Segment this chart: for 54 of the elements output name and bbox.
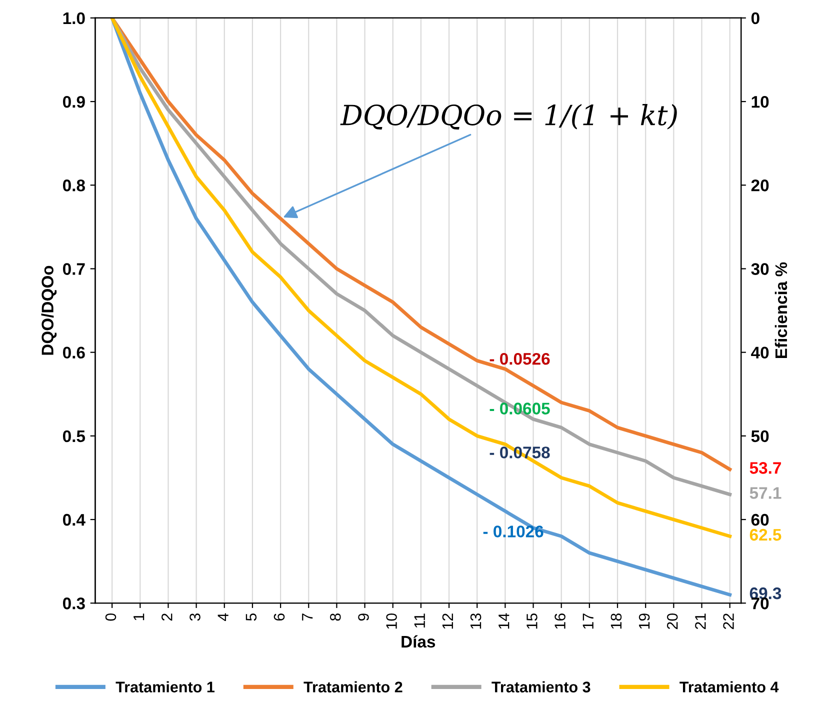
legend-label: Tratamiento 1: [116, 681, 214, 692]
y-tick-label: 0.9: [62, 96, 85, 108]
x-tick-label: 12: [442, 614, 453, 629]
x-tick-label: 2: [162, 614, 172, 621]
x-tick-label: 20: [666, 613, 678, 630]
annotation: DQO/DQOo = 1/(1 + kt): [340, 104, 677, 130]
x-tick-label: 21: [695, 614, 706, 630]
y2-tick-label: 0: [751, 12, 760, 24]
y-tick-label: 0.4: [62, 514, 86, 526]
x-tick-label: 6: [274, 614, 285, 621]
x-tick-label: 11: [414, 614, 425, 628]
legend-label: Tratamiento 3: [492, 681, 590, 692]
legend-label: Tratamiento 2: [304, 681, 402, 692]
x-tick-label: 10: [386, 613, 397, 629]
y-tick-label: 0.5: [62, 430, 86, 442]
y-tick-label: 0.8: [62, 180, 85, 192]
y2-tick-label: 40: [751, 346, 769, 359]
y-tick-label: 0.3: [62, 598, 85, 610]
y2-tick-label: 70: [752, 598, 769, 610]
y2-tick-label: 20: [751, 180, 769, 192]
x-tick-label: 18: [610, 614, 622, 629]
legend-label: Tratamiento 4: [680, 681, 779, 692]
x-tick-label: 3: [190, 614, 200, 621]
x-tick-label: 7: [302, 614, 313, 621]
x-tick-label: 17: [582, 614, 594, 629]
y2-tick-label: 50: [751, 430, 769, 442]
x-tick-label: 5: [246, 613, 257, 621]
x-tick-label: 9: [358, 614, 369, 621]
annotation: 57.1: [750, 487, 782, 499]
annotation: - 0.0605: [490, 402, 550, 414]
y2-tick-label: 30: [751, 263, 769, 275]
x-tick-label: 19: [638, 614, 650, 629]
annotation: 53.7: [750, 462, 781, 474]
x-axis-title: Días: [402, 635, 436, 648]
y-tick-label: 1.0: [63, 12, 85, 24]
y2-axis-title: Eficiencia %: [774, 262, 788, 358]
y-axis-title: DQO/DQOo: [41, 266, 57, 355]
x-tick-label: 13: [470, 614, 482, 629]
x-tick-label: 1: [134, 614, 144, 620]
y-tick-label: 0.6: [62, 346, 85, 359]
annotation: 62.5: [750, 528, 782, 541]
y2-tick-label: 60: [751, 514, 769, 526]
annotation: 69.3: [750, 587, 782, 600]
x-tick-label: 0: [105, 613, 116, 621]
x-tick-label: 22: [723, 614, 734, 630]
annotation: - 0.1026: [483, 526, 544, 538]
x-tick-label: 4: [218, 613, 228, 621]
x-tick-label: 14: [498, 613, 510, 629]
x-tick-label: 15: [526, 613, 538, 629]
x-tick-label: 16: [554, 614, 566, 629]
x-tick-label: 8: [330, 614, 341, 621]
y2-tick-label: 10: [752, 96, 769, 108]
y-tick-label: 0.7: [62, 263, 85, 275]
annotation: - 0.0526: [490, 352, 550, 365]
